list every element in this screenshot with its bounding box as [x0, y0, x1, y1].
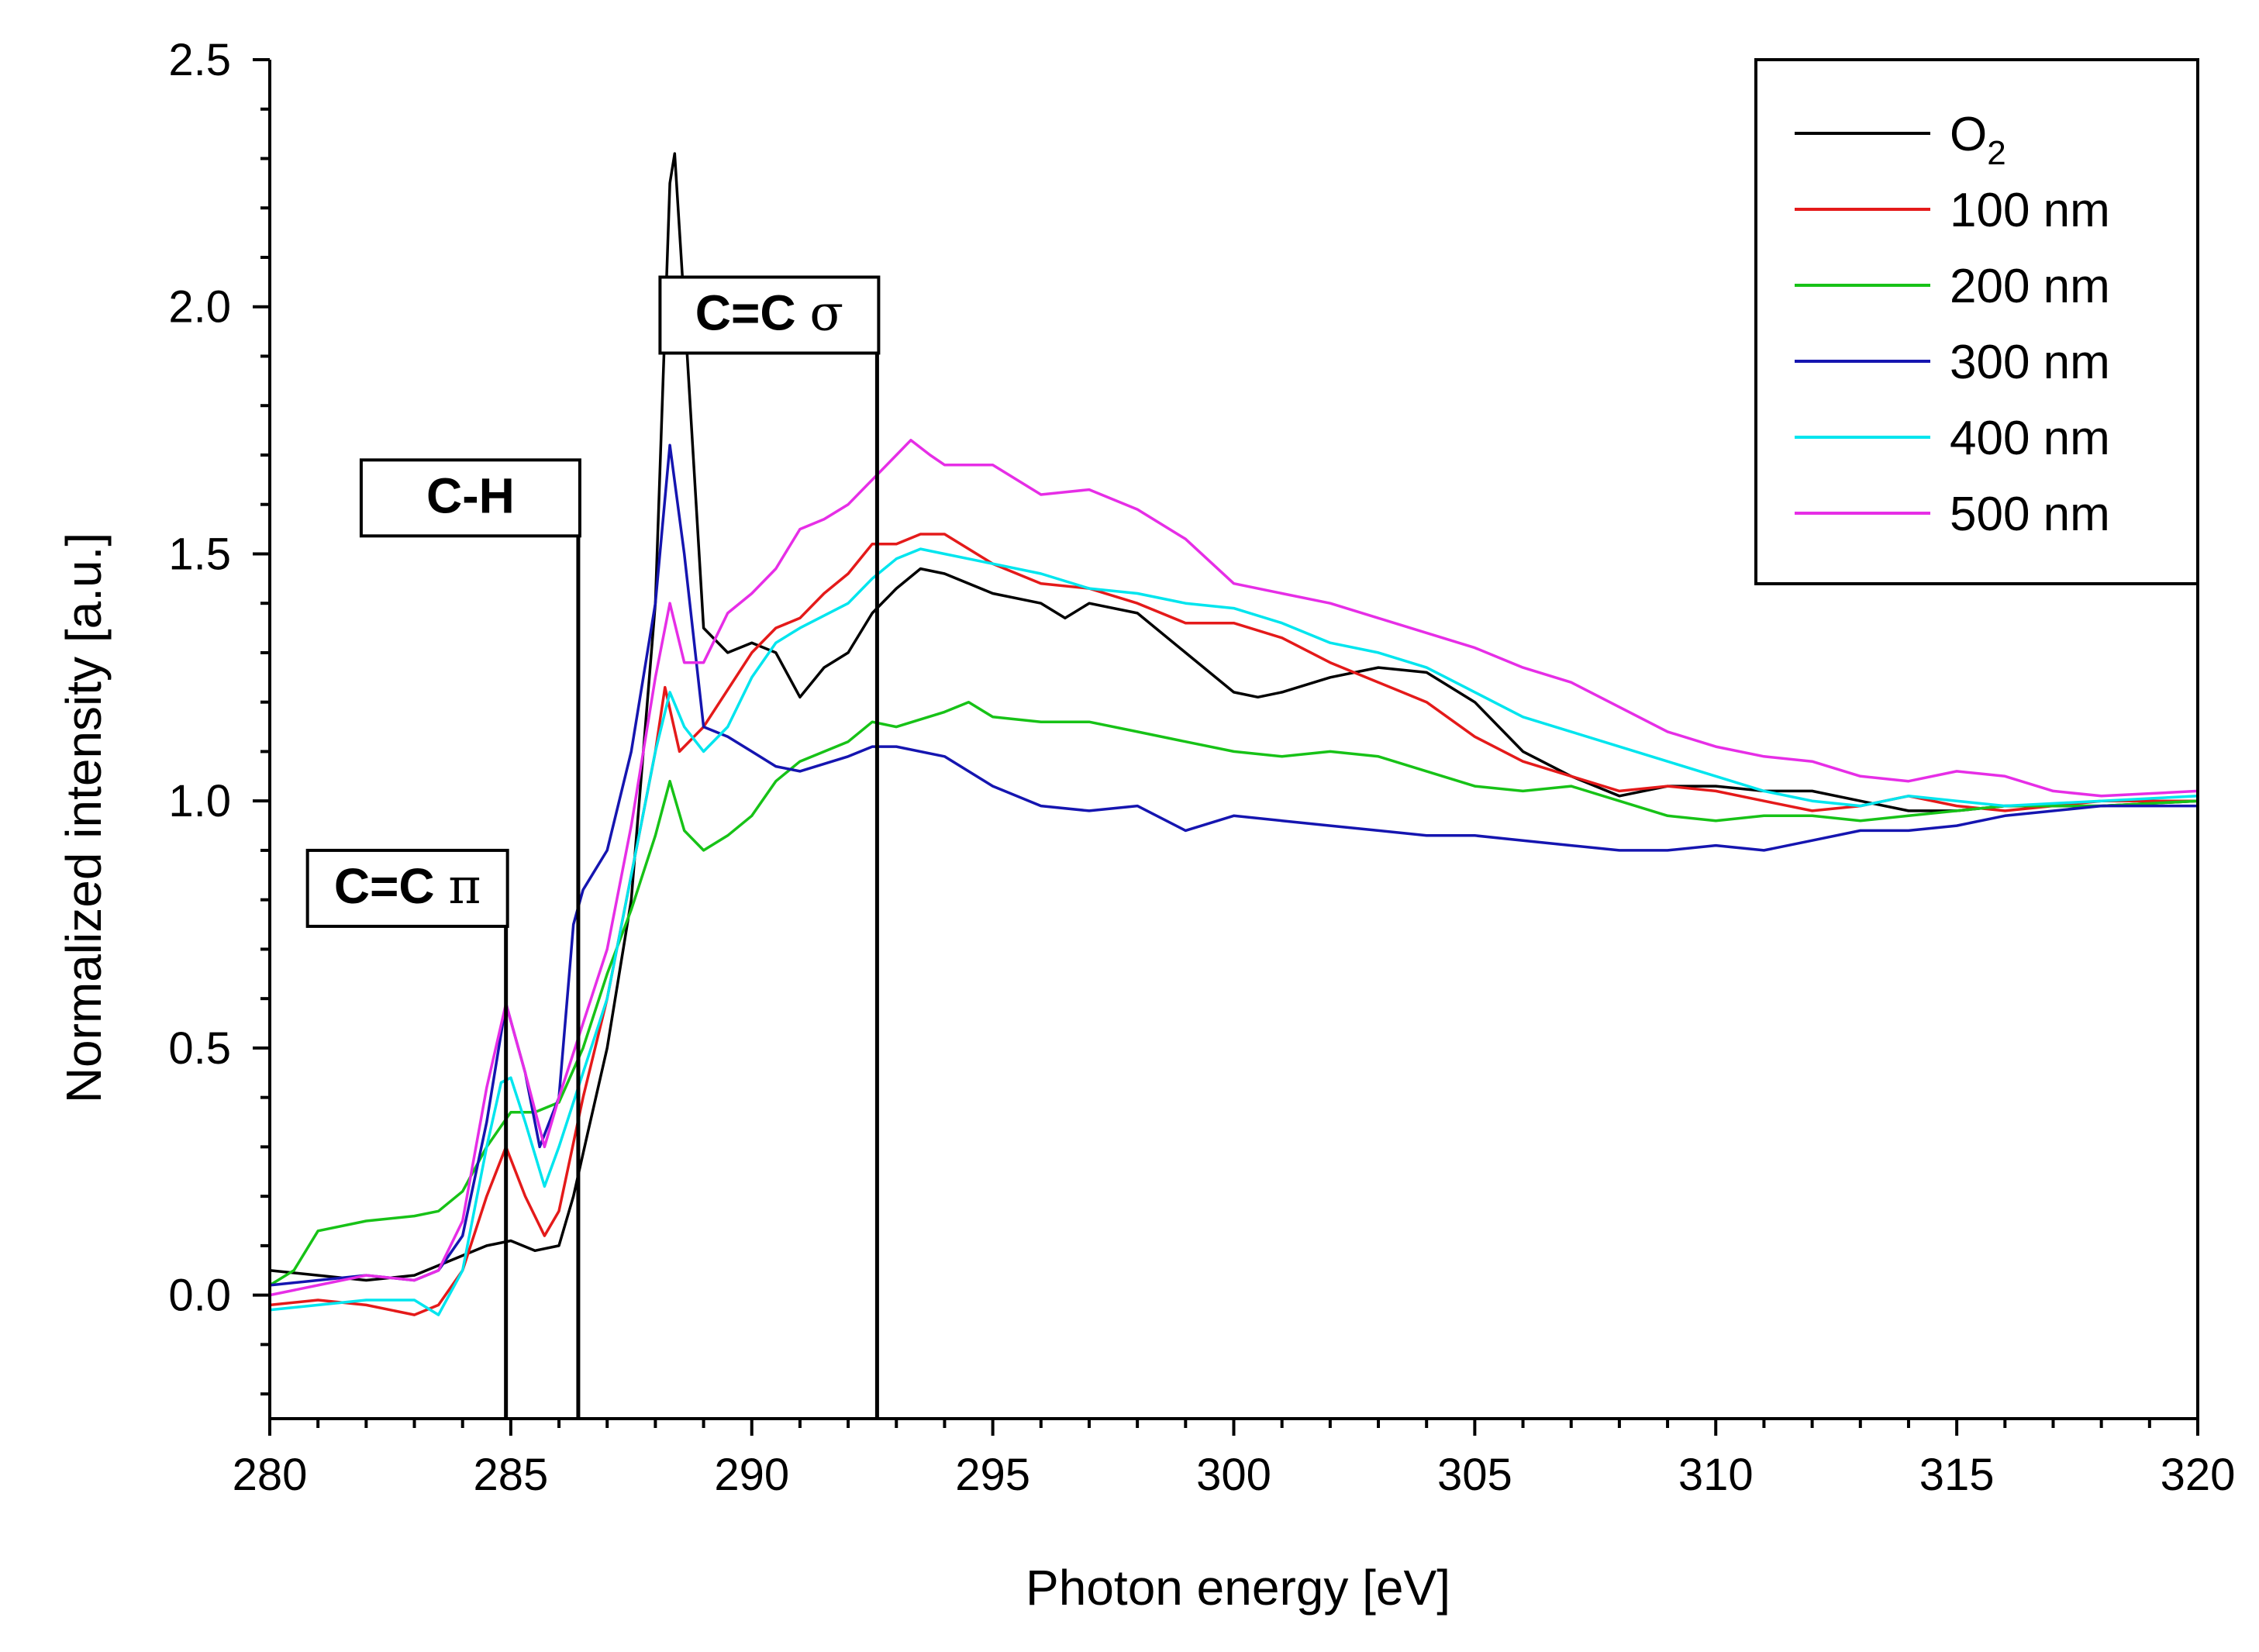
annotation-label-cc-pi: C=C π — [334, 858, 481, 916]
series-line-5 — [269, 547, 2199, 1316]
legend-box — [1754, 58, 2199, 585]
x-tick-label: 315 — [1919, 1450, 1995, 1500]
x-tick-label: 320 — [2161, 1450, 2236, 1500]
y-axis-label: Normalized intensity [a.u.] — [56, 533, 112, 1103]
annotation-box-cc-pi — [305, 848, 509, 928]
x-tick-label: 285 — [473, 1450, 548, 1500]
annotation-greek-cc-pi: π — [448, 858, 481, 916]
legend-subscript: 2 — [1987, 134, 2006, 172]
x-tick-label: 310 — [1678, 1450, 1754, 1500]
series-line-6 — [269, 439, 2199, 1297]
y-tick-label: 2.0 — [168, 282, 231, 333]
annotation-layer: C=C π C-H C=C σ — [305, 275, 881, 1419]
annotation-box-cc-sigma — [658, 275, 881, 355]
series-layer — [269, 152, 2199, 1316]
legend-label-6: 500 nm — [1950, 488, 2110, 541]
x-tick-label: 290 — [714, 1450, 789, 1500]
y-tick-label: 2.5 — [168, 35, 231, 85]
annotation-label-ch: C-H — [426, 467, 515, 523]
y-tick-label: 1.0 — [168, 776, 231, 826]
x-tick-label: 295 — [955, 1450, 1030, 1500]
x-tick-label: 300 — [1196, 1450, 1271, 1500]
series-line-4 — [269, 443, 2198, 1287]
annotation-box-ch — [359, 458, 581, 538]
series-line-3 — [269, 700, 2199, 1287]
x-axis-label: Photon energy [eV] — [1026, 1560, 1450, 1616]
legend-label-2: 100 nm — [1950, 184, 2110, 237]
y-tick-label: 1.5 — [168, 529, 231, 579]
y-tick-label: 0.5 — [168, 1023, 231, 1074]
x-tick-label: 305 — [1437, 1450, 1512, 1500]
y-tick-label: 0.0 — [168, 1271, 231, 1321]
series-line-2 — [269, 533, 2198, 1316]
annotation-greek-cc-sigma: σ — [809, 285, 843, 342]
legend-label-4: 300 nm — [1950, 336, 2110, 389]
annotation-label-cc-sigma: C=C σ — [695, 285, 843, 342]
x-tick-label: 280 — [233, 1450, 308, 1500]
legend-label-5: 400 nm — [1950, 412, 2110, 465]
legend-label-3: 200 nm — [1950, 260, 2110, 313]
axes-layer: 280 285 290 295 300 305 310 315 320 0.0 0.5 1.0 1.5 2… — [168, 35, 2235, 1500]
